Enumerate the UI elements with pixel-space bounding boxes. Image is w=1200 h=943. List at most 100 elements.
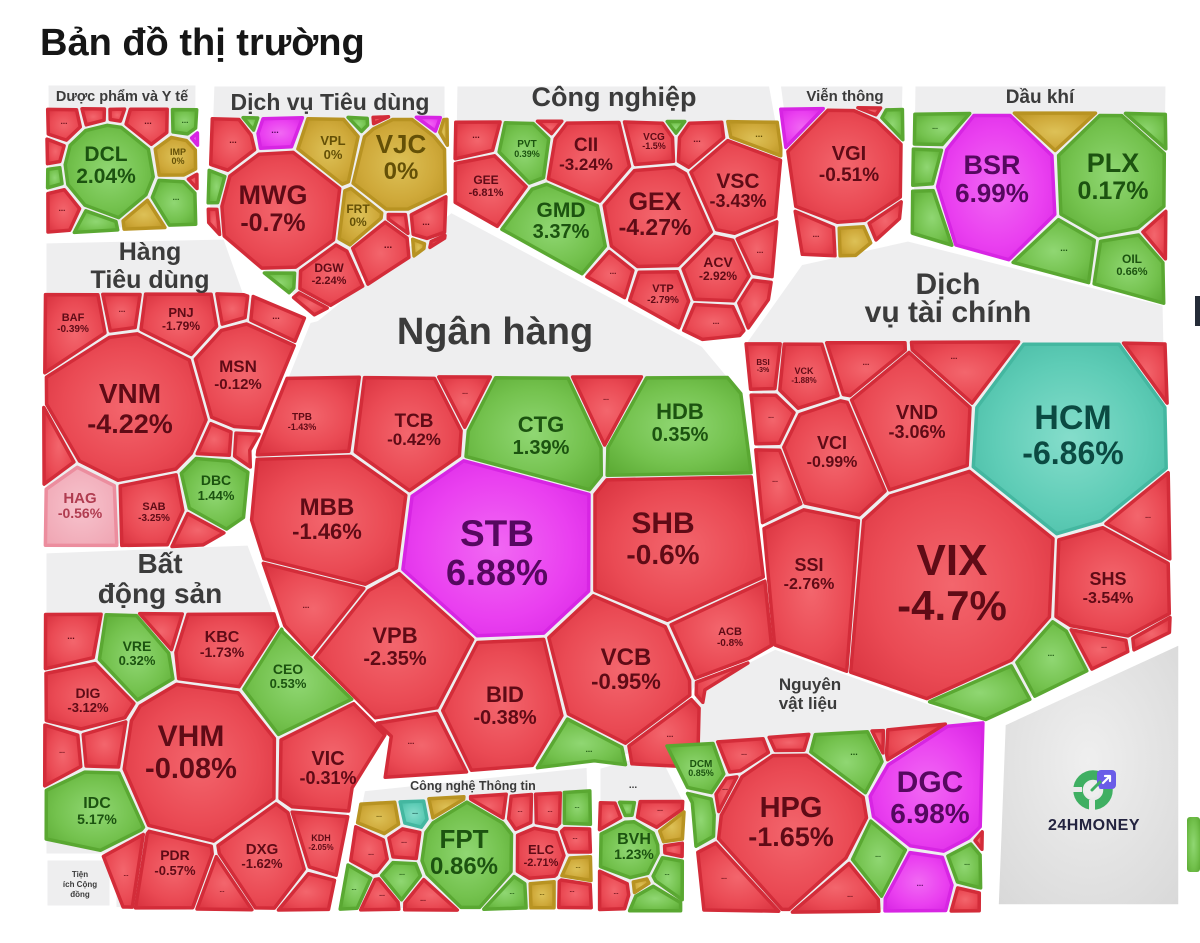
svg-text:ích Cộng: ích Cộng [63, 880, 97, 889]
svg-text:-2.92%: -2.92% [699, 269, 737, 283]
svg-text:VND: VND [896, 402, 938, 424]
svg-text:-0.7%: -0.7% [240, 209, 305, 237]
svg-text:...: ... [1048, 649, 1055, 658]
svg-text:HCM: HCM [1034, 399, 1111, 437]
svg-text:SHB: SHB [631, 507, 694, 540]
svg-text:Bất: Bất [137, 548, 182, 579]
svg-text:Bản đồ thị trường: Bản đồ thị trường [40, 22, 365, 64]
svg-text:Công nghệ Thông tin: Công nghệ Thông tin [410, 779, 536, 793]
svg-text:-0.12%: -0.12% [214, 376, 262, 393]
svg-text:-2.35%: -2.35% [363, 648, 427, 670]
svg-text:vật liệu: vật liệu [779, 694, 838, 713]
svg-text:HAG: HAG [63, 490, 96, 507]
svg-text:MBB: MBB [300, 494, 355, 521]
svg-text:...: ... [629, 780, 638, 791]
svg-text:...: ... [173, 193, 180, 202]
svg-text:KDH: KDH [311, 833, 331, 843]
svg-text:-0.57%: -0.57% [154, 863, 196, 878]
svg-text:...: ... [951, 352, 958, 361]
svg-text:...: ... [539, 891, 544, 897]
svg-text:ELC: ELC [528, 842, 555, 857]
svg-text:IMP: IMP [170, 147, 186, 157]
svg-text:TCB: TCB [394, 411, 433, 432]
svg-text:...: ... [462, 389, 468, 396]
svg-text:...: ... [123, 872, 128, 878]
svg-text:...: ... [517, 808, 522, 814]
svg-text:TPB: TPB [292, 412, 312, 423]
svg-text:DCL: DCL [84, 143, 127, 166]
svg-text:DGC: DGC [897, 766, 964, 799]
svg-text:DBC: DBC [201, 472, 231, 488]
svg-text:-4.27%: -4.27% [619, 214, 692, 240]
svg-text:-2.76%: -2.76% [784, 576, 835, 593]
svg-text:FPT: FPT [439, 824, 488, 854]
svg-text:đồng: đồng [70, 890, 90, 899]
svg-text:...: ... [772, 477, 778, 484]
svg-text:...: ... [768, 413, 774, 420]
svg-text:-2.79%: -2.79% [647, 295, 679, 306]
svg-text:1.23%: 1.23% [614, 846, 654, 862]
svg-text:...: ... [384, 240, 393, 251]
svg-text:-1.73%: -1.73% [200, 644, 245, 660]
svg-text:1.44%: 1.44% [198, 488, 235, 503]
svg-text:...: ... [964, 860, 970, 867]
svg-text:VNM: VNM [99, 378, 161, 409]
svg-text:0%: 0% [324, 147, 343, 162]
svg-text:...: ... [847, 892, 853, 899]
svg-text:Dầu khí: Dầu khí [1006, 87, 1075, 108]
svg-text:...: ... [741, 750, 747, 757]
svg-text:VCI: VCI [817, 433, 847, 453]
svg-text:SAB: SAB [142, 501, 165, 513]
svg-text:...: ... [586, 745, 593, 754]
svg-text:...: ... [368, 850, 374, 857]
svg-text:...: ... [272, 311, 280, 321]
svg-text:...: ... [693, 134, 701, 144]
svg-text:...: ... [401, 838, 407, 845]
svg-text:...: ... [664, 871, 669, 877]
svg-text:OIL: OIL [1122, 252, 1142, 266]
svg-text:VIX: VIX [917, 536, 988, 585]
svg-text:...: ... [722, 785, 728, 792]
svg-text:...: ... [59, 748, 65, 755]
svg-text:...: ... [603, 395, 609, 402]
svg-text:-0.08%: -0.08% [145, 753, 237, 785]
svg-text:...: ... [119, 305, 126, 314]
svg-text:...: ... [1060, 243, 1068, 253]
svg-text:0%: 0% [349, 215, 367, 229]
svg-text:-3.12%: -3.12% [67, 700, 109, 715]
svg-text:DCM: DCM [690, 759, 713, 770]
svg-text:...: ... [547, 808, 552, 814]
svg-text:Tiêu dùng: Tiêu dùng [91, 266, 210, 294]
svg-text:BID: BID [486, 682, 524, 707]
svg-text:-0.6%: -0.6% [626, 539, 699, 570]
svg-text:...: ... [721, 874, 727, 881]
svg-text:DGW: DGW [314, 261, 344, 275]
svg-text:...: ... [59, 204, 66, 213]
svg-text:0%: 0% [171, 156, 184, 166]
svg-text:VRE: VRE [123, 638, 152, 654]
svg-text:Hàng: Hàng [119, 238, 182, 266]
svg-text:PVT: PVT [517, 139, 536, 150]
svg-text:-3.54%: -3.54% [1083, 590, 1134, 607]
svg-text:VPL: VPL [320, 133, 345, 148]
svg-text:0.32%: 0.32% [119, 653, 156, 668]
svg-text:5.17%: 5.17% [77, 811, 117, 827]
svg-text:GEX: GEX [629, 188, 682, 216]
svg-text:Viễn thông: Viễn thông [806, 88, 883, 105]
svg-text:...: ... [575, 864, 580, 870]
svg-text:-3.24%: -3.24% [559, 155, 613, 174]
svg-text:...: ... [144, 116, 152, 126]
svg-text:IDC: IDC [83, 795, 111, 812]
svg-text:BAF: BAF [62, 312, 85, 324]
svg-text:-1.65%: -1.65% [748, 822, 834, 852]
svg-text:FRT: FRT [346, 202, 370, 216]
svg-text:0.53%: 0.53% [270, 676, 307, 691]
svg-text:VJC: VJC [376, 129, 427, 159]
svg-text:Dịch vụ Tiêu dùng: Dịch vụ Tiêu dùng [231, 89, 430, 115]
svg-text:...: ... [351, 886, 356, 892]
svg-text:DIG: DIG [76, 685, 101, 701]
svg-text:...: ... [657, 806, 663, 813]
svg-text:-1.79%: -1.79% [162, 319, 200, 333]
svg-text:BSI: BSI [756, 358, 769, 367]
svg-text:MWG: MWG [239, 180, 308, 210]
